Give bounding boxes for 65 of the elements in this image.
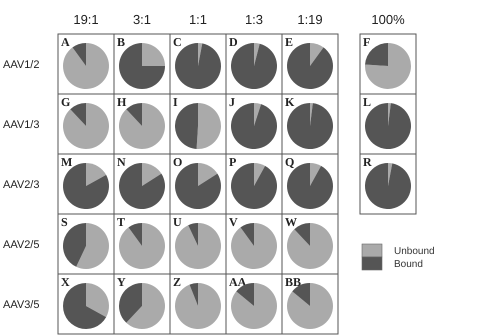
- chart-title: S: [61, 215, 68, 229]
- chart-title: D: [229, 35, 238, 49]
- pie-slice: [240, 223, 254, 246]
- pie-slice: [198, 163, 218, 186]
- pie-slice: [196, 103, 221, 149]
- text: AAV1/3: [3, 119, 40, 131]
- pie-slice: [388, 103, 391, 126]
- pie-slice: [128, 223, 142, 246]
- chart-title: B: [117, 35, 126, 49]
- pie-slice: [310, 163, 322, 186]
- chart-title: Z: [173, 275, 182, 289]
- pie-slice: [188, 223, 198, 246]
- chart-title: U: [173, 215, 182, 229]
- text: 19:1: [73, 12, 99, 27]
- chart-title: Y: [117, 275, 126, 289]
- pie-slice: [254, 103, 262, 126]
- legend-label: Unbound: [394, 246, 435, 257]
- pie-slice: [72, 43, 86, 66]
- pie-slice: [126, 103, 142, 126]
- chart-title: F: [363, 35, 370, 49]
- pie-slice: [142, 43, 165, 66]
- chart-title: I: [173, 95, 178, 109]
- pie-slice: [70, 103, 86, 126]
- chart-title: C: [173, 35, 182, 49]
- chart-title: H: [117, 95, 127, 109]
- chart-title: E: [285, 35, 294, 49]
- chart-title: N: [117, 155, 126, 169]
- pie-slice: [86, 283, 109, 318]
- pie-slice: [310, 103, 313, 126]
- text: AAV2/3: [3, 179, 40, 191]
- chart-title: AA: [229, 275, 247, 289]
- text: 1:3: [244, 12, 264, 27]
- chart-title: T: [117, 215, 126, 229]
- chart-title: L: [363, 95, 372, 109]
- chart-title: W: [285, 215, 297, 229]
- text: AAV3/5: [3, 299, 40, 311]
- chart-title: O: [173, 155, 182, 169]
- chart-title: G: [61, 95, 70, 109]
- pie-slice: [86, 163, 106, 186]
- pie-slice: [254, 43, 260, 66]
- pie-slice: [310, 43, 324, 66]
- text: 1:19: [297, 12, 323, 27]
- chart-title: V: [229, 215, 238, 229]
- pie-slice: [190, 283, 198, 306]
- text: AAV1/2: [3, 59, 40, 71]
- pie-slice: [198, 43, 202, 66]
- pie-slice: [142, 163, 162, 186]
- pie-slice: [76, 223, 109, 269]
- chart-title: R: [363, 155, 372, 169]
- chart-title: Q: [285, 155, 294, 169]
- chart-title: X: [61, 275, 70, 289]
- text: 100%: [371, 12, 406, 27]
- pie-slice: [126, 283, 165, 329]
- text: 1:1: [188, 12, 208, 27]
- pie-slice: [388, 163, 392, 186]
- chart-title: M: [61, 155, 72, 169]
- chart-title: P: [229, 155, 236, 169]
- chart-title: A: [61, 35, 70, 49]
- chart-title: K: [285, 95, 295, 109]
- chart-title: BB: [285, 275, 302, 289]
- chart-title: J: [229, 95, 235, 109]
- text: AAV2/5: [3, 239, 40, 251]
- legend-label: Bound: [394, 259, 423, 270]
- text: 3:1: [132, 12, 152, 27]
- pie-slice: [254, 163, 266, 186]
